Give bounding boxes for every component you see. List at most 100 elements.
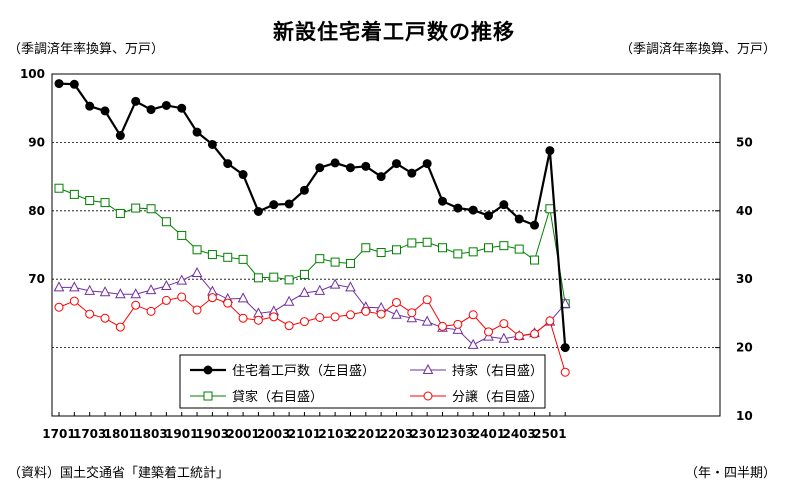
data-point xyxy=(299,185,309,195)
data-point xyxy=(468,310,478,320)
data-point xyxy=(315,163,325,173)
data-point xyxy=(253,315,263,325)
data-point xyxy=(85,309,95,319)
data-point xyxy=(253,273,263,283)
legend-entry: 貸家（右目盛） xyxy=(190,389,323,405)
data-point xyxy=(391,297,401,307)
legend-entry: 持家（右目盛） xyxy=(410,363,543,379)
y-left-tick-label: 90 xyxy=(28,135,45,149)
x-tick-label: 1803 xyxy=(134,427,167,441)
x-tick-label: 1801 xyxy=(104,427,137,441)
series-line xyxy=(58,296,566,373)
x-tick-label: 2001 xyxy=(226,427,259,441)
data-point xyxy=(85,196,95,206)
legend-label: 住宅着工戸数（左目盛） xyxy=(232,363,375,379)
data-point xyxy=(484,243,494,253)
data-point xyxy=(53,281,65,292)
data-point xyxy=(115,288,126,299)
data-point xyxy=(284,199,294,209)
legend: 住宅着工戸数（左目盛） 持家（右目盛） 貸家（右目盛） 分譲（右目盛） xyxy=(179,354,546,409)
data-point xyxy=(345,163,355,173)
data-point xyxy=(330,257,340,267)
data-point xyxy=(192,245,202,255)
data-point xyxy=(100,106,110,116)
data-point xyxy=(438,243,447,253)
y-left-tick-label: 70 xyxy=(28,272,45,286)
legend-box xyxy=(179,354,546,409)
data-point xyxy=(223,252,233,262)
data-point xyxy=(315,254,325,264)
data-point xyxy=(145,284,157,295)
data-point xyxy=(514,331,524,341)
data-point xyxy=(467,338,479,349)
data-point xyxy=(253,206,263,216)
y-right-tick-label: 10 xyxy=(736,409,753,423)
data-point xyxy=(54,183,64,193)
data-point xyxy=(192,305,202,315)
data-point xyxy=(468,247,478,257)
data-point xyxy=(207,139,217,149)
data-point xyxy=(269,312,279,322)
data-point xyxy=(299,269,309,279)
data-point xyxy=(269,272,279,282)
data-point xyxy=(299,317,309,327)
data-point xyxy=(207,250,217,260)
data-point xyxy=(191,266,203,278)
legend-label: 貸家（右目盛） xyxy=(232,389,323,405)
data-point xyxy=(453,203,463,213)
data-point xyxy=(131,300,141,310)
data-point xyxy=(176,274,188,285)
data-point xyxy=(422,159,432,169)
data-point xyxy=(69,189,79,199)
data-point xyxy=(376,309,386,319)
series-2 xyxy=(53,266,571,349)
x-tick-label: 2203 xyxy=(380,427,413,441)
x-tick-label: 2301 xyxy=(410,427,443,441)
x-tick-label: 2401 xyxy=(472,427,505,441)
data-point xyxy=(238,254,248,264)
data-point xyxy=(499,241,509,251)
data-point xyxy=(484,327,494,337)
data-point xyxy=(422,363,434,374)
data-point xyxy=(161,217,171,227)
legend-entry: 分譲（右目盛） xyxy=(410,389,543,405)
x-tick-label: 2303 xyxy=(441,427,474,441)
series-group xyxy=(53,79,571,377)
data-point xyxy=(423,391,433,401)
data-point xyxy=(407,308,417,318)
data-point xyxy=(498,332,510,343)
data-point xyxy=(345,310,355,320)
data-point xyxy=(284,321,294,331)
data-point xyxy=(376,248,386,258)
data-point xyxy=(131,96,141,106)
series-line xyxy=(58,82,567,348)
series-4 xyxy=(54,292,570,377)
legend-label: 持家（右目盛） xyxy=(452,363,543,379)
data-point xyxy=(530,255,540,265)
data-point xyxy=(391,159,401,169)
data-point xyxy=(299,286,310,297)
data-point xyxy=(237,292,249,303)
data-point xyxy=(484,211,494,221)
y-right-tick-label: 20 xyxy=(736,341,753,355)
data-point xyxy=(161,295,171,305)
x-tick-label: 1903 xyxy=(196,427,229,441)
data-point xyxy=(452,323,464,334)
data-point xyxy=(54,79,64,89)
data-point xyxy=(407,168,417,178)
data-point xyxy=(545,204,555,214)
data-point xyxy=(315,313,325,323)
source-note: （資料）国土交通省「建築着工統計」 xyxy=(8,466,230,481)
x-tick-label: 2501 xyxy=(533,427,566,441)
data-point xyxy=(177,230,187,240)
data-point xyxy=(131,203,141,213)
data-point xyxy=(85,101,95,111)
data-point xyxy=(130,288,142,299)
x-tick-label: 1701 xyxy=(42,427,75,441)
data-point xyxy=(100,198,110,208)
data-point xyxy=(69,79,79,89)
x-axis-label: （年・四半期） xyxy=(684,466,776,481)
data-point xyxy=(468,205,478,215)
data-point xyxy=(422,237,432,247)
